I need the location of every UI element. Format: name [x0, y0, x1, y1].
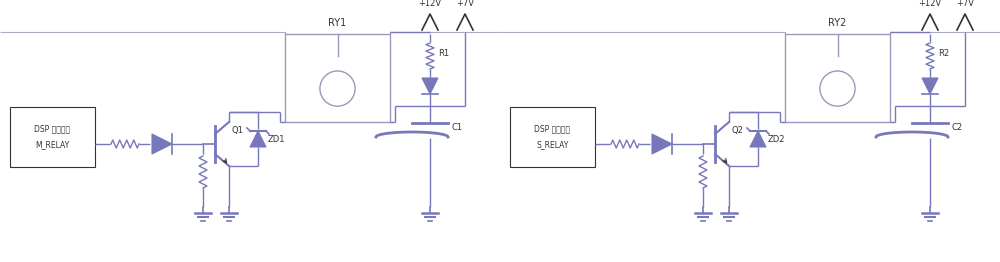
Bar [10, 107, 95, 167]
Text: DSP 控制信号: DSP 控制信号 [534, 124, 571, 134]
Text: RY2: RY2 [828, 18, 847, 28]
Text: R2: R2 [938, 50, 949, 58]
Text: C2: C2 [952, 123, 963, 133]
Text: RY1: RY1 [328, 18, 347, 28]
Polygon shape [152, 134, 172, 154]
Polygon shape [652, 134, 672, 154]
Text: C1: C1 [452, 123, 463, 133]
Polygon shape [922, 78, 938, 94]
Text: ZD2: ZD2 [768, 134, 786, 144]
Bar [785, 34, 890, 122]
Text: Q2: Q2 [731, 125, 743, 134]
Text: S_RELAY: S_RELAY [536, 140, 569, 150]
Polygon shape [250, 131, 266, 147]
Text: DSP 控制信号: DSP 控制信号 [34, 124, 71, 134]
Text: +12V: +12V [418, 0, 442, 8]
Text: ZD1: ZD1 [268, 134, 286, 144]
Text: M_RELAY: M_RELAY [35, 140, 70, 150]
Text: +12V: +12V [918, 0, 942, 8]
Text: +7V: +7V [956, 0, 974, 8]
Bar [510, 107, 595, 167]
Polygon shape [422, 78, 438, 94]
Bar [285, 34, 390, 122]
Text: +7V: +7V [456, 0, 474, 8]
Polygon shape [750, 131, 766, 147]
Text: Q1: Q1 [231, 125, 243, 134]
Text: R1: R1 [438, 50, 449, 58]
